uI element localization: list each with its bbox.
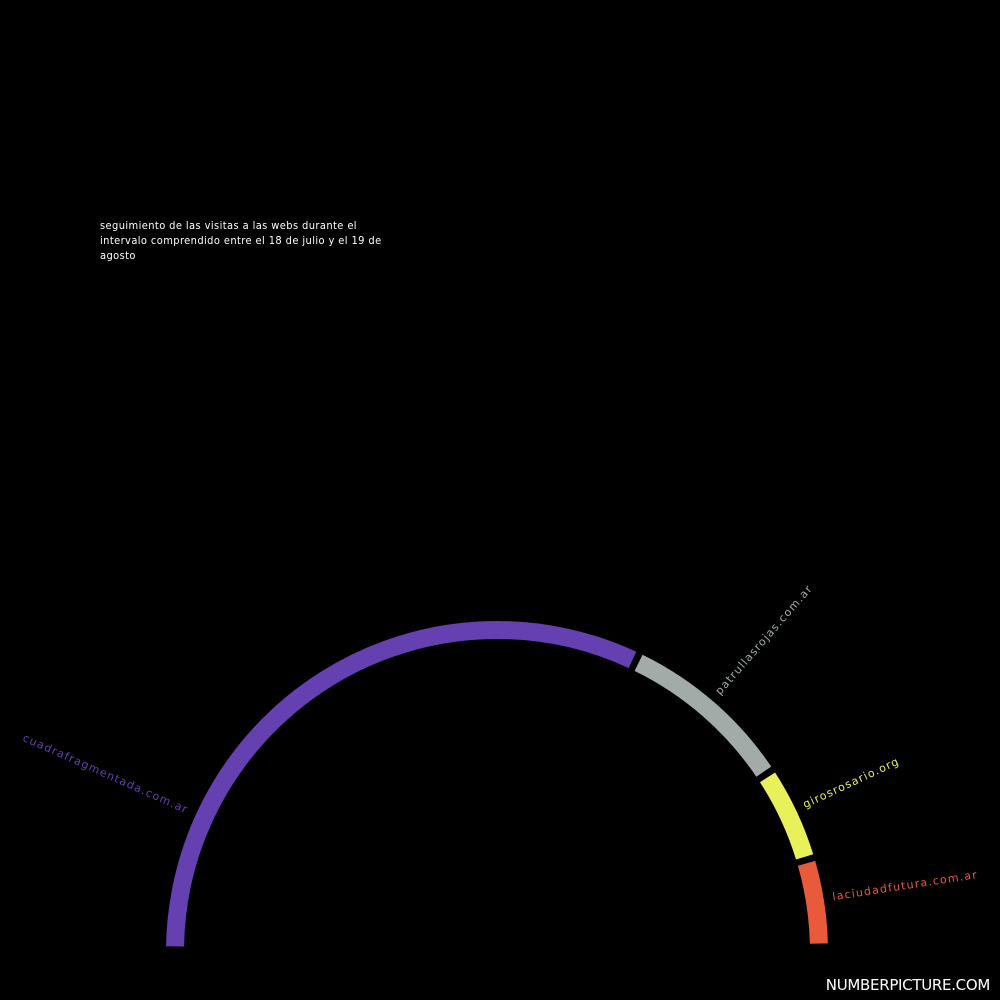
arc-segment-3 (759, 772, 814, 860)
segment-label-4: laciudadfutura.com.ar (832, 868, 979, 903)
segment-label-3: girosrosario.org (801, 755, 902, 811)
segment-label-2: patrullasrojas.com.ar (713, 582, 816, 697)
arc-segment-2 (634, 654, 772, 777)
arc-segment-4 (797, 860, 828, 944)
arc-segment-1 (166, 621, 637, 947)
brand-logo: NUMBERPICTURE.COM (825, 976, 991, 994)
chart-subtitle: seguimiento de las visitas a las webs du… (100, 219, 382, 262)
segment-label-1: cuadrafragmentada.com.ar (21, 731, 191, 816)
